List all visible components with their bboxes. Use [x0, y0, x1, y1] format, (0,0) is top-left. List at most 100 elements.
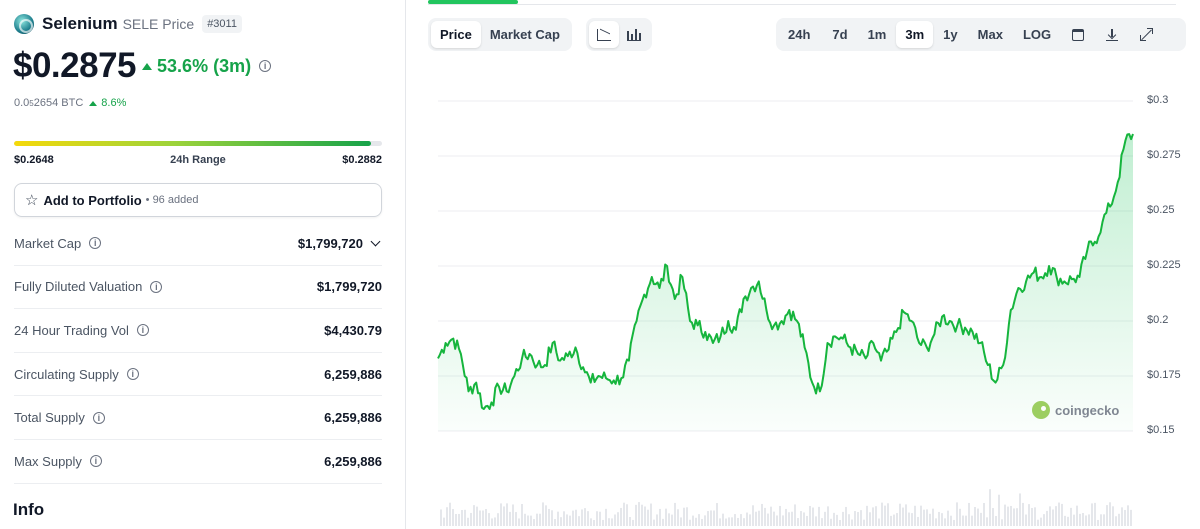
- volume-bar: [563, 511, 565, 526]
- volume-bar: [1052, 509, 1054, 526]
- volume-bar: [1028, 504, 1030, 526]
- volume-bar: [986, 517, 988, 526]
- coin-price: $0.2875: [13, 46, 137, 85]
- info-icon[interactable]: i: [259, 60, 272, 72]
- range-max[interactable]: Max: [977, 27, 1003, 42]
- info-icon[interactable]: i: [92, 411, 105, 424]
- volume-bar: [926, 509, 928, 526]
- volume-bar: [695, 517, 697, 526]
- volume-bar: [1121, 507, 1123, 526]
- volume-bar: [479, 510, 481, 526]
- range-1m[interactable]: 1m: [867, 27, 887, 42]
- volume-bar: [1016, 508, 1018, 526]
- candlestick-chart-button[interactable]: [619, 21, 649, 48]
- range-label: 24h Range: [170, 154, 226, 166]
- volume-bar: [545, 505, 547, 526]
- range-3m[interactable]: 3m: [896, 21, 934, 48]
- volume-bar: [788, 512, 790, 526]
- volume-bar: [998, 494, 1000, 526]
- volume-bar: [680, 517, 682, 526]
- line-chart-icon: [597, 28, 611, 41]
- volume-bar: [890, 515, 892, 526]
- volume-bar: [485, 509, 487, 526]
- volume-bar: [530, 515, 532, 526]
- volume-bar: [554, 519, 556, 526]
- info-icon[interactable]: i: [89, 455, 102, 468]
- volume-bar: [659, 508, 661, 526]
- stat-value: $1,799,720: [316, 279, 382, 295]
- info-icon[interactable]: i: [89, 237, 102, 250]
- volume-bar: [620, 507, 622, 526]
- volume-bar: [656, 514, 658, 526]
- line-chart-button[interactable]: [589, 21, 619, 48]
- volume-bar: [524, 513, 526, 526]
- info-icon[interactable]: i: [150, 280, 163, 293]
- log-scale-toggle[interactable]: LOG: [1022, 27, 1052, 42]
- volume-bar: [575, 509, 577, 526]
- volume-bar: [1010, 505, 1012, 526]
- volume-bar: [824, 511, 826, 526]
- volume-bar: [728, 517, 730, 526]
- volume-bar: [992, 508, 994, 526]
- volume-bar: [515, 512, 517, 526]
- add-to-portfolio-button[interactable]: ☆ Add to Portfolio • 96 added: [14, 183, 382, 217]
- volume-bar: [1130, 509, 1132, 526]
- volume-bar: [881, 502, 883, 526]
- volume-bar: [500, 503, 502, 526]
- calendar-button[interactable]: [1061, 21, 1095, 48]
- y-tick-label: $0.3: [1147, 94, 1169, 106]
- volume-bar: [482, 510, 484, 526]
- volume-bar: [1085, 515, 1087, 526]
- volume-bar: [1064, 515, 1066, 526]
- volume-bar: [782, 515, 784, 526]
- volume-bar: [548, 508, 550, 526]
- volume-bar: [608, 518, 610, 526]
- volume-bar: [1115, 516, 1117, 526]
- y-tick-label: $0.2: [1147, 314, 1169, 326]
- volume-bar: [854, 511, 856, 526]
- volume-bar: [797, 518, 799, 526]
- price-chart[interactable]: [420, 80, 1140, 529]
- volume-bar: [749, 514, 751, 526]
- volume-bar: [959, 508, 961, 526]
- volume-bar: [1106, 505, 1108, 526]
- range-1y[interactable]: 1y: [943, 27, 958, 42]
- chevron-down-icon[interactable]: [370, 236, 381, 247]
- volume-bar: [704, 515, 706, 526]
- volume-bar: [542, 502, 544, 526]
- volume-bar: [914, 505, 916, 526]
- volume-bar: [953, 519, 955, 526]
- download-button[interactable]: [1095, 21, 1129, 48]
- range-high: $0.2882: [342, 154, 382, 166]
- volume-bar: [674, 502, 676, 526]
- volume-bar: [509, 511, 511, 526]
- range-24h[interactable]: 24h: [788, 27, 811, 42]
- tab-price[interactable]: Price: [431, 21, 481, 48]
- volume-bar: [899, 503, 901, 526]
- volume-bar: [764, 507, 766, 526]
- volume-bar: [722, 513, 724, 526]
- portfolio-label: Add to Portfolio: [43, 192, 142, 208]
- volume-bar: [614, 514, 616, 526]
- price-change-value: 53.6% (3m): [157, 55, 252, 76]
- volume-bar: [866, 505, 868, 526]
- volume-bar: [743, 518, 745, 526]
- tab-market-cap[interactable]: Market Cap: [489, 27, 560, 42]
- volume-bar: [1094, 502, 1096, 526]
- info-icon[interactable]: i: [126, 368, 139, 381]
- volume-bar: [518, 518, 520, 526]
- volume-bar: [1124, 509, 1126, 526]
- expand-button[interactable]: [1129, 21, 1164, 48]
- info-icon[interactable]: i: [136, 324, 149, 337]
- volume-bar: [686, 507, 688, 526]
- stat-row-market-cap[interactable]: Market Cap i $1,799,720: [14, 222, 382, 266]
- volume-bar: [1049, 506, 1051, 526]
- range-7d[interactable]: 7d: [832, 27, 848, 42]
- volume-bar: [839, 519, 841, 526]
- volume-bar: [974, 506, 976, 526]
- volume-bar: [776, 515, 778, 526]
- volume-bar: [746, 512, 748, 526]
- volume-bar: [830, 518, 832, 526]
- caret-up-icon: [142, 62, 153, 70]
- btc-price-digits: 2654 BTC: [33, 97, 84, 109]
